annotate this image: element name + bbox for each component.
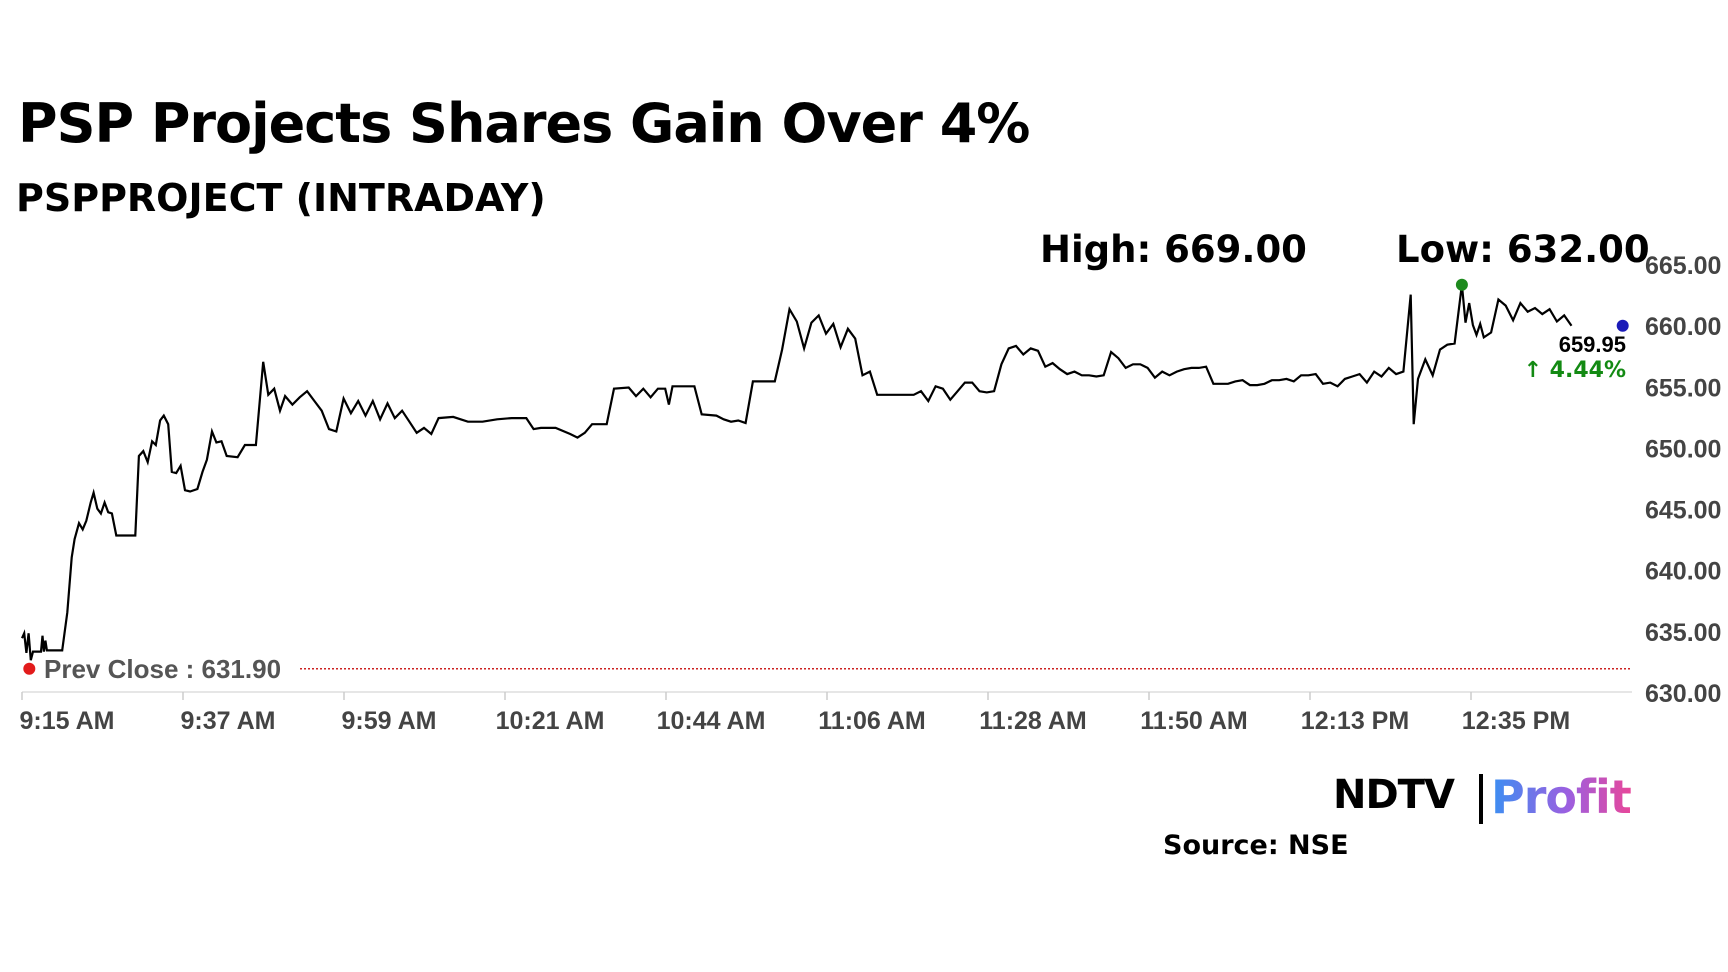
x-axis: 9:15 AM 9:37 AM 9:59 AM 10:21 AM 10:44 AM 11:… xyxy=(20,691,1632,735)
x-tick-label: 11:06 AM xyxy=(818,707,925,735)
x-tick-label: 10:21 AM xyxy=(496,707,605,735)
y-tick-label: 660.00 xyxy=(1645,313,1721,341)
chart-title: PSP Projects Shares Gain Over 4% xyxy=(18,92,1030,155)
chart-subtitle: PSPPROJECT (INTRADAY) xyxy=(16,176,546,220)
x-tick-label: 12:13 PM xyxy=(1301,707,1409,735)
x-tick-label: 12:35 PM xyxy=(1462,707,1570,735)
y-tick-label: 640.00 xyxy=(1645,558,1721,586)
brand-separator xyxy=(1479,774,1483,824)
high-stat: High: 669.00 xyxy=(1040,228,1307,271)
x-tick-label: 9:59 AM xyxy=(342,707,437,735)
y-tick-label: 650.00 xyxy=(1645,435,1721,463)
brand-ndtv: NDTV xyxy=(1333,772,1455,818)
y-tick-label: 630.00 xyxy=(1645,680,1721,708)
open-marker xyxy=(23,662,36,675)
y-tick-label: 665.00 xyxy=(1645,252,1721,280)
brand-profit: Profit xyxy=(1491,770,1632,824)
source-note: Source: NSE xyxy=(1163,830,1349,861)
high-marker xyxy=(1455,278,1468,291)
y-tick-label: 655.00 xyxy=(1645,374,1721,402)
prev-close-label: Prev Close : 631.90 xyxy=(44,654,281,684)
last-change-label: ↑ 4.44% xyxy=(1524,358,1626,383)
x-tick-label: 9:15 AM xyxy=(20,707,115,735)
last-price-label: 659.95 xyxy=(1559,332,1626,357)
x-tick-label: 10:44 AM xyxy=(657,707,766,735)
x-tick-label: 9:37 AM xyxy=(181,707,276,735)
y-tick-label: 635.00 xyxy=(1645,619,1721,647)
y-axis: 665.00 660.00 655.00 650.00 645.00 640.00 635.… xyxy=(1645,252,1721,708)
price-series-line xyxy=(20,284,1573,661)
last-marker xyxy=(1616,319,1629,332)
x-tick-label: 11:28 AM xyxy=(979,707,1086,735)
y-tick-label: 645.00 xyxy=(1645,497,1721,525)
chart-markers xyxy=(23,278,1629,675)
low-stat: Low: 632.00 xyxy=(1396,228,1650,271)
x-tick-label: 11:50 AM xyxy=(1140,707,1247,735)
